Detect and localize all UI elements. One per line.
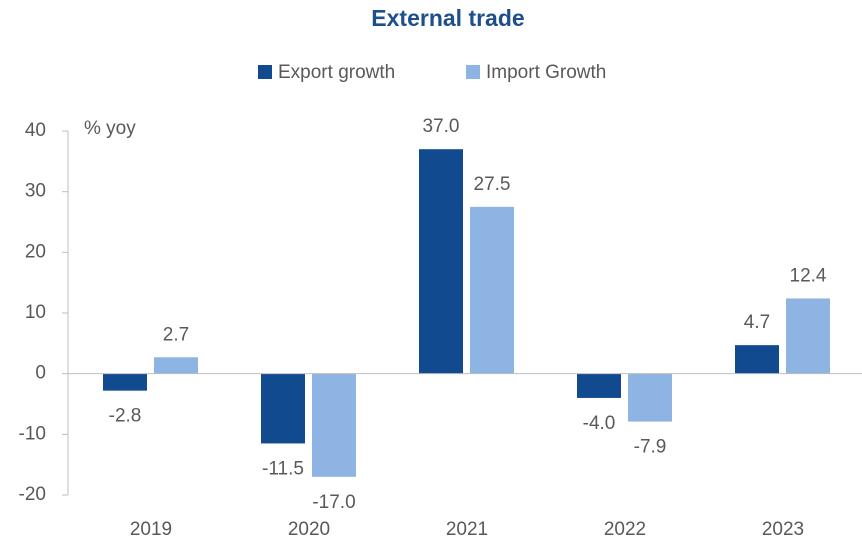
legend-label: Export growth (278, 62, 395, 83)
y-tick-label: 40 (25, 120, 46, 141)
bar (577, 373, 621, 398)
bar (103, 373, 147, 391)
value-label: 12.4 (790, 265, 827, 286)
y-tick-label: 30 (25, 181, 46, 202)
bar (470, 206, 514, 374)
legend-swatch (258, 65, 272, 79)
bar (154, 357, 198, 374)
x-tick-label: 2021 (446, 519, 488, 540)
y-tick-label: 10 (25, 302, 46, 323)
legend-label: Import Growth (486, 62, 606, 83)
y-tick-label: 0 (35, 363, 46, 384)
y-tick-label: -20 (19, 484, 46, 505)
x-tick-label: 2020 (288, 519, 330, 540)
bar (786, 298, 830, 374)
x-tick-label: 2019 (130, 519, 172, 540)
y-tick-label: 20 (25, 241, 46, 262)
value-label: -11.5 (262, 458, 304, 479)
x-tick-label: 2022 (604, 519, 646, 540)
value-label: -2.8 (109, 406, 142, 427)
value-label: 4.7 (744, 312, 770, 333)
value-label: 27.5 (474, 174, 511, 195)
y-axis-label: % yoy (84, 118, 136, 139)
x-tick-label: 2023 (762, 519, 804, 540)
value-label: -4.0 (583, 413, 616, 434)
bar (261, 373, 305, 444)
bar (628, 373, 672, 422)
bar (312, 373, 356, 477)
chart-title: External trade (371, 5, 524, 31)
value-label: 37.0 (423, 116, 460, 137)
value-label: -7.9 (634, 437, 667, 458)
bar (419, 149, 463, 374)
y-tick-label: -10 (19, 423, 46, 444)
bar (735, 345, 779, 374)
legend-swatch (466, 65, 480, 79)
value-label: 2.7 (163, 324, 189, 345)
value-label: -17.0 (312, 492, 355, 513)
